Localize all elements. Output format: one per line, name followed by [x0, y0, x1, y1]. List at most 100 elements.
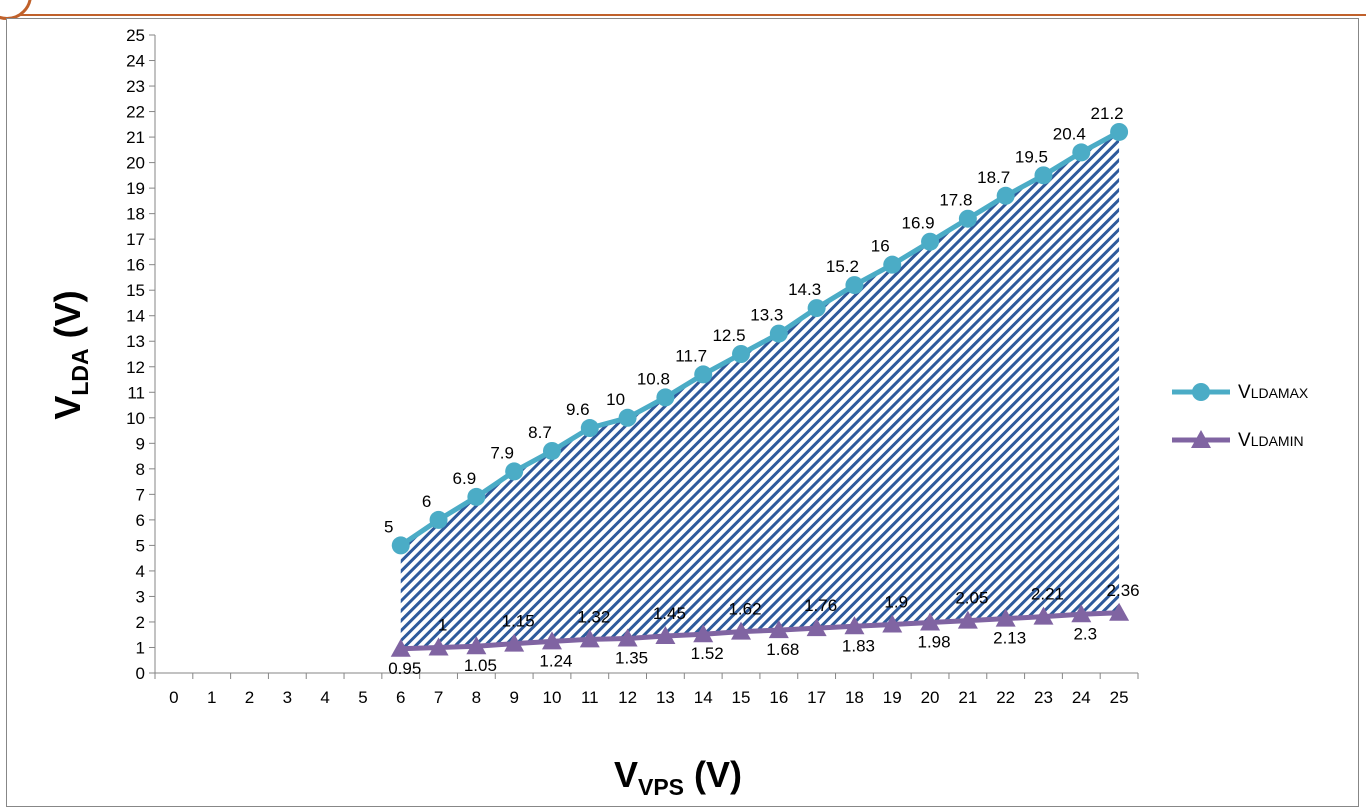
x-tick-label: 2: [245, 688, 254, 707]
x-tick-label: 17: [807, 688, 826, 707]
data-point-vldamin: [693, 624, 714, 643]
data-point-vldamax: [1072, 143, 1091, 162]
x-axis-title-sub: VPS: [638, 774, 684, 800]
data-label-vldamax: 12.5: [712, 326, 745, 345]
y-tick-label: 16: [126, 256, 145, 275]
data-point-vldamin: [882, 614, 903, 633]
data-point-vldamin: [844, 616, 865, 635]
x-tick-label: 16: [769, 688, 788, 707]
legend-marker-vldamin: [1191, 430, 1211, 448]
x-tick-label: 1: [207, 688, 216, 707]
x-tick-label: 15: [732, 688, 751, 707]
data-point-vldamin: [390, 638, 411, 657]
data-label-vldamin: 2.3: [1073, 624, 1097, 643]
y-tick-label: 18: [126, 205, 145, 224]
data-label-vldamin: 1.68: [766, 640, 799, 659]
data-point-vldamin: [541, 631, 562, 650]
data-label-vldamin: 1.9: [884, 593, 908, 612]
y-tick-label: 2: [136, 613, 145, 632]
y-tick-label: 19: [126, 179, 145, 198]
y-tick-label: 25: [126, 26, 145, 45]
data-label-vldamin: 1.76: [804, 596, 837, 615]
data-label-vldamin: 2.13: [993, 629, 1026, 648]
y-tick-label: 3: [136, 587, 145, 606]
data-label-vldamax: 7.9: [490, 443, 514, 462]
x-tick-label: 9: [509, 688, 518, 707]
data-label-vldamax: 11.7: [675, 346, 707, 365]
x-axis-title: VVPS (V): [614, 754, 742, 800]
data-point-vldamax: [656, 388, 675, 407]
data-label-vldamin: 2.21: [1031, 585, 1064, 604]
data-point-vldamax: [921, 232, 940, 251]
data-label-vldamax: 16: [871, 237, 890, 256]
x-tick-label: 23: [1034, 688, 1053, 707]
data-point-vldamin: [1033, 606, 1054, 625]
x-tick-label: 24: [1072, 688, 1091, 707]
data-point-vldamax: [618, 408, 637, 427]
data-point-vldamin: [655, 625, 676, 644]
y-tick-label: 11: [127, 383, 145, 402]
data-point-vldamin: [428, 637, 449, 656]
data-label-vldamax: 14.3: [788, 280, 821, 299]
data-point-vldamax: [996, 186, 1015, 205]
data-point-vldamax: [391, 536, 410, 555]
y-axis-title-main: V: [47, 396, 88, 420]
data-point-vldamin: [1109, 602, 1130, 621]
data-point-vldamax: [845, 276, 864, 295]
x-tick-label: 18: [845, 688, 864, 707]
x-tick-label: 13: [656, 688, 675, 707]
y-tick-label: 5: [136, 536, 145, 555]
data-label-vldamin: 2.05: [955, 589, 988, 608]
x-tick-label: 8: [472, 688, 481, 707]
x-tick-label: 4: [320, 688, 329, 707]
data-point-vldamin: [466, 636, 487, 655]
data-label-vldamax: 6.9: [453, 469, 477, 488]
data-point-vldamax: [883, 255, 902, 274]
y-tick-label: 23: [126, 77, 145, 96]
y-tick-label: 0: [136, 664, 145, 683]
data-label-vldamin: 1: [438, 615, 447, 634]
data-label-vldamin: 1.52: [691, 644, 724, 663]
data-label-vldamin: 1.35: [615, 649, 648, 668]
data-point-vldamin: [731, 621, 752, 640]
y-tick-label: 6: [136, 511, 145, 530]
data-label-vldamin: 1.24: [539, 651, 572, 670]
y-tick-label: 12: [126, 358, 145, 377]
legend-marker-vldamax: [1192, 383, 1210, 401]
y-tick-label: 21: [126, 128, 145, 147]
y-tick-label: 22: [126, 103, 145, 122]
data-point-vldamin: [579, 629, 600, 648]
data-point-vldamin: [806, 618, 827, 637]
data-label-vldamax: 17.8: [939, 191, 972, 210]
y-tick-label: 9: [136, 434, 145, 453]
y-tick-label: 4: [136, 562, 145, 581]
data-label-vldamax: 6: [422, 492, 431, 511]
data-point-vldamax: [958, 209, 977, 228]
data-label-vldamin: 2.36: [1107, 581, 1140, 600]
legend-label-vldamin: VLDAMIN: [1238, 430, 1304, 451]
data-label-vldamax: 8.7: [528, 423, 552, 442]
x-tick-label: 20: [921, 688, 940, 707]
data-label-vldamin: 1.83: [842, 636, 875, 655]
x-tick-label: 21: [958, 688, 977, 707]
y-axis-title: VLDA (V): [47, 290, 93, 419]
data-point-vldamax: [769, 324, 788, 343]
legend-label-vldamax: VLDAMAX: [1238, 382, 1309, 403]
legend-label-vldamax-main: V: [1238, 382, 1251, 403]
data-point-vldamax: [542, 441, 561, 460]
data-label-vldamax: 15.2: [826, 257, 859, 276]
data-point-vldamin: [1071, 604, 1092, 623]
data-point-vldamin: [768, 620, 789, 639]
x-tick-label: 11: [581, 688, 599, 707]
top-banner: [0, 0, 1366, 20]
data-point-vldamax: [807, 299, 826, 318]
data-label-vldamax: 20.4: [1053, 124, 1086, 143]
y-tick-label: 20: [126, 154, 145, 173]
data-point-vldamax: [1034, 166, 1053, 185]
data-point-vldamax: [429, 510, 448, 529]
data-label-vldamax: 10: [606, 390, 625, 409]
y-tick-label: 8: [136, 460, 145, 479]
x-tick-label: 25: [1110, 688, 1129, 707]
data-label-vldamin: 1.98: [918, 632, 951, 651]
data-point-vldamin: [957, 610, 978, 629]
